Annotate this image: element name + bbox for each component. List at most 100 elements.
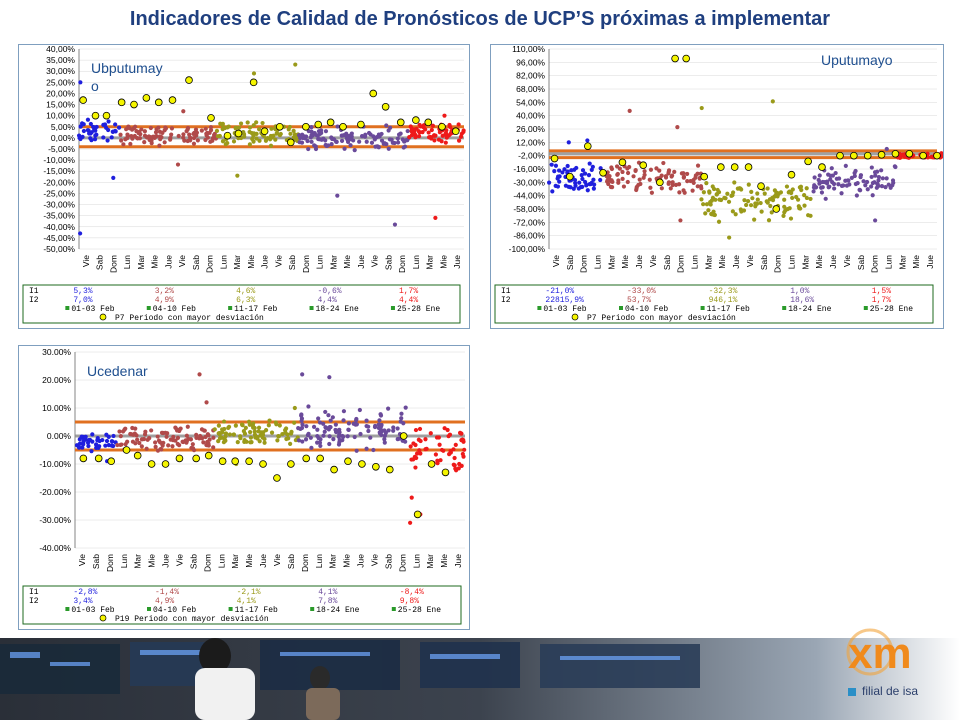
- data-point: [318, 443, 323, 449]
- data-point: [872, 180, 877, 185]
- data-point: [631, 174, 636, 179]
- legend-i1-value: 1,0%: [790, 287, 809, 296]
- data-point: [447, 432, 453, 437]
- y-tick-label: 0.00%: [47, 431, 72, 441]
- data-point: [831, 181, 837, 187]
- x-tick-label: Mar: [230, 554, 240, 569]
- legend-flag-icon: [863, 306, 868, 310]
- data-point: [391, 428, 396, 433]
- legend-flag-icon: [391, 607, 396, 611]
- x-tick-label: Sab: [91, 554, 101, 569]
- x-tick-label: Mar: [606, 255, 616, 270]
- data-point: [148, 125, 153, 131]
- data-point: [111, 443, 116, 449]
- legend-i1-value: -8,4%: [400, 588, 424, 597]
- data-point: [159, 447, 164, 452]
- highlight-marker: [891, 149, 900, 158]
- data-point: [217, 431, 222, 436]
- data-point: [405, 128, 410, 134]
- data-point: [442, 113, 447, 118]
- x-tick-label: Vie: [369, 554, 379, 566]
- data-point: [251, 123, 256, 128]
- data-point: [625, 170, 631, 176]
- data-point: [311, 424, 317, 429]
- data-point: [875, 169, 880, 174]
- data-point: [118, 442, 123, 448]
- legend-i1-value: 1,5%: [872, 287, 891, 296]
- legend-period: 25-28 Ene: [870, 305, 913, 314]
- data-point: [297, 140, 302, 145]
- highlight-marker: [302, 122, 310, 131]
- legend-i1-value: 4,6%: [236, 287, 255, 296]
- data-point: [327, 434, 332, 439]
- data-point: [553, 163, 559, 168]
- highlight-marker: [358, 460, 366, 468]
- data-point: [625, 179, 630, 185]
- data-point: [579, 172, 584, 178]
- data-point: [428, 134, 433, 140]
- data-point: [378, 424, 384, 429]
- y-tick-label: 96,00%: [516, 57, 545, 67]
- highlight-marker: [565, 172, 574, 181]
- series-red: [407, 113, 466, 220]
- data-point: [811, 189, 816, 194]
- data-point: [235, 440, 240, 445]
- data-point: [142, 140, 147, 145]
- legend-box: [494, 284, 934, 324]
- data-point: [829, 166, 834, 171]
- data-point: [549, 162, 554, 167]
- x-tick-label: Mie: [342, 554, 352, 568]
- data-point: [231, 139, 237, 144]
- data-point: [428, 431, 433, 436]
- data-point: [591, 177, 596, 182]
- data-point: [193, 127, 199, 132]
- data-point: [277, 423, 282, 428]
- data-point: [802, 193, 807, 198]
- highlight-marker: [599, 169, 607, 177]
- data-point: [254, 136, 259, 141]
- data-point: [277, 133, 283, 138]
- data-point: [699, 197, 704, 202]
- data-point: [260, 432, 266, 438]
- x-tick-label: Jue: [163, 255, 173, 269]
- highlight-marker: [863, 151, 872, 160]
- y-tick-label: 10,00%: [46, 111, 75, 121]
- data-point: [373, 144, 378, 149]
- data-point: [265, 136, 270, 141]
- highlight-marker: [133, 451, 142, 460]
- data-point: [401, 145, 406, 150]
- data-point: [222, 125, 227, 131]
- data-point: [323, 138, 328, 143]
- data-point: [105, 138, 110, 143]
- highlight-marker: [185, 76, 193, 84]
- data-point: [116, 125, 122, 130]
- data-point: [293, 437, 298, 443]
- data-point: [117, 429, 122, 434]
- data-point: [247, 142, 252, 147]
- data-point: [371, 447, 376, 453]
- data-point: [443, 140, 448, 145]
- data-point: [745, 199, 751, 204]
- series-brown: [115, 372, 216, 467]
- data-point: [306, 146, 311, 152]
- data-point: [348, 143, 353, 148]
- series-purple: [296, 123, 412, 227]
- highlight-marker: [413, 510, 422, 519]
- data-point: [242, 431, 248, 436]
- legend-i1-value: -2,1%: [237, 588, 261, 597]
- data-point: [246, 419, 252, 424]
- highlight-marker: [757, 182, 765, 190]
- legend-flag-icon: [619, 306, 623, 310]
- legend-period: 01-03 Feb: [71, 305, 114, 314]
- legend-flag-icon: [700, 306, 705, 310]
- x-tick-label: Mar: [136, 255, 146, 270]
- data-point: [257, 127, 262, 132]
- highlight-marker: [639, 161, 648, 169]
- chart-panel-ubputumayo: 40,00% 35,00% 30,00% 25,00% 20,00% 15,00% 10,0…: [18, 44, 470, 329]
- data-point: [657, 168, 662, 173]
- highlight-marker: [933, 151, 941, 160]
- data-point: [142, 432, 148, 437]
- legend-i1-value: 5,3%: [73, 287, 92, 296]
- data-point: [440, 133, 445, 138]
- data-point: [109, 135, 114, 140]
